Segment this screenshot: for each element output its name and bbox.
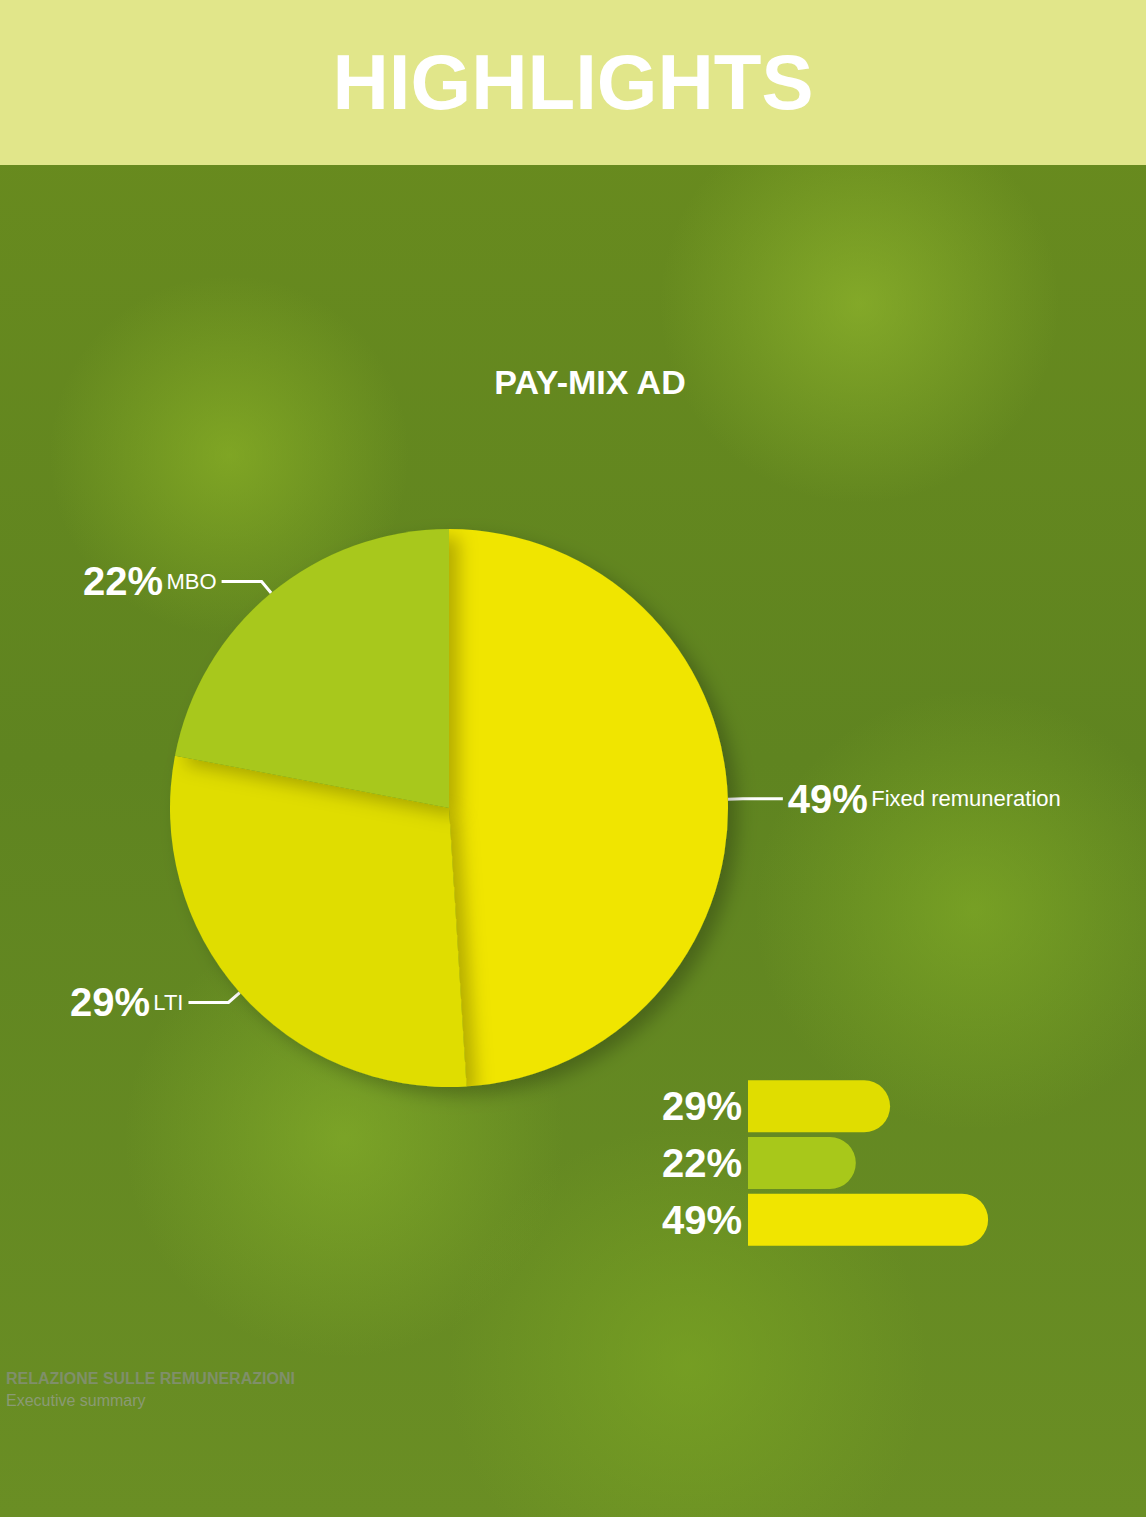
svg-text:LTI: LTI [153, 990, 183, 1015]
svg-text:29%: 29% [70, 980, 150, 1024]
html-text:HIGHLIGHTS: HIGHLIGHTS [332, 38, 814, 126]
svg-text:Fixed remuneration: Fixed remuneration [871, 786, 1061, 811]
svg-text:22%: 22% [662, 1141, 742, 1185]
svg-text:PAY-MIX AD: PAY-MIX AD [494, 363, 685, 401]
svg-text:22%: 22% [83, 559, 163, 603]
svg-text:49%: 49% [662, 1198, 742, 1242]
html-text:RELAZIONE SULLE REMUNERAZIONI: RELAZIONE SULLE REMUNERAZIONI [6, 1370, 295, 1387]
html-text:Executive summary: Executive summary [6, 1392, 146, 1409]
svg-text:MBO: MBO [166, 569, 216, 594]
svg-text:49%: 49% [788, 777, 868, 821]
svg-text:29%: 29% [662, 1084, 742, 1128]
